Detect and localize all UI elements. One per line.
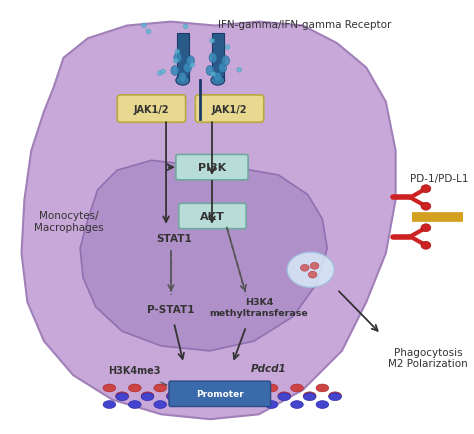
Ellipse shape	[171, 66, 179, 76]
Ellipse shape	[146, 30, 151, 35]
Ellipse shape	[308, 272, 317, 278]
FancyBboxPatch shape	[169, 381, 271, 407]
Ellipse shape	[176, 76, 190, 86]
Ellipse shape	[166, 392, 179, 400]
Polygon shape	[80, 161, 327, 351]
Ellipse shape	[179, 73, 187, 83]
FancyBboxPatch shape	[195, 95, 264, 123]
Ellipse shape	[219, 63, 227, 73]
Text: H3K4me3: H3K4me3	[109, 365, 161, 375]
Ellipse shape	[328, 392, 341, 400]
Ellipse shape	[421, 242, 431, 250]
Ellipse shape	[103, 384, 116, 392]
Ellipse shape	[142, 24, 146, 29]
Ellipse shape	[116, 392, 128, 400]
Text: AKT: AKT	[200, 211, 224, 221]
Text: PI3K: PI3K	[198, 163, 226, 173]
Ellipse shape	[310, 263, 319, 270]
Ellipse shape	[265, 401, 278, 408]
Ellipse shape	[161, 70, 165, 75]
Ellipse shape	[316, 384, 328, 392]
Ellipse shape	[421, 203, 431, 210]
Ellipse shape	[141, 393, 154, 401]
Text: PD-1/PD-L1: PD-1/PD-L1	[410, 174, 469, 184]
Ellipse shape	[278, 392, 291, 400]
Bar	[177, 34, 189, 81]
Ellipse shape	[225, 46, 230, 50]
Ellipse shape	[237, 68, 242, 73]
Ellipse shape	[301, 265, 309, 272]
Ellipse shape	[154, 384, 166, 392]
FancyBboxPatch shape	[117, 95, 186, 123]
Ellipse shape	[187, 57, 194, 66]
Ellipse shape	[214, 73, 222, 83]
Bar	[212, 34, 224, 81]
Ellipse shape	[209, 54, 217, 63]
Ellipse shape	[128, 401, 141, 408]
Ellipse shape	[421, 185, 431, 193]
Ellipse shape	[278, 393, 291, 401]
Ellipse shape	[303, 392, 316, 400]
Ellipse shape	[128, 384, 141, 392]
Ellipse shape	[103, 401, 116, 408]
Ellipse shape	[183, 63, 191, 73]
Ellipse shape	[303, 393, 316, 401]
Text: JAK1/2: JAK1/2	[134, 104, 169, 114]
Ellipse shape	[421, 224, 431, 232]
Text: Monocytes/
Macrophages: Monocytes/ Macrophages	[34, 210, 103, 232]
Text: Promoter: Promoter	[196, 389, 244, 398]
Ellipse shape	[116, 393, 128, 401]
Text: STAT1: STAT1	[156, 234, 192, 244]
Ellipse shape	[157, 72, 163, 76]
Polygon shape	[21, 23, 396, 419]
Ellipse shape	[211, 76, 225, 86]
Ellipse shape	[328, 393, 341, 401]
Ellipse shape	[265, 384, 278, 392]
Ellipse shape	[173, 59, 178, 64]
FancyBboxPatch shape	[179, 204, 246, 229]
Text: IFN-gamma/IFN-gamma Receptor: IFN-gamma/IFN-gamma Receptor	[218, 20, 392, 30]
FancyBboxPatch shape	[176, 155, 248, 181]
Ellipse shape	[210, 39, 215, 44]
Ellipse shape	[287, 253, 334, 288]
Ellipse shape	[183, 25, 188, 30]
Ellipse shape	[316, 401, 328, 408]
Ellipse shape	[175, 50, 180, 55]
Text: Phagocytosis
M2 Polarization: Phagocytosis M2 Polarization	[388, 347, 468, 368]
Ellipse shape	[222, 57, 229, 66]
Text: P-STAT1: P-STAT1	[147, 304, 195, 314]
Ellipse shape	[141, 392, 154, 400]
Ellipse shape	[174, 54, 182, 63]
Ellipse shape	[206, 66, 214, 76]
Text: H3K4
methyltransferase: H3K4 methyltransferase	[210, 297, 308, 317]
Ellipse shape	[291, 401, 303, 408]
Ellipse shape	[166, 393, 179, 401]
Ellipse shape	[291, 384, 303, 392]
Text: JAK1/2: JAK1/2	[212, 104, 247, 114]
Ellipse shape	[211, 72, 216, 77]
Text: Pdcd1: Pdcd1	[251, 364, 286, 374]
Ellipse shape	[190, 63, 195, 69]
Ellipse shape	[154, 401, 166, 408]
